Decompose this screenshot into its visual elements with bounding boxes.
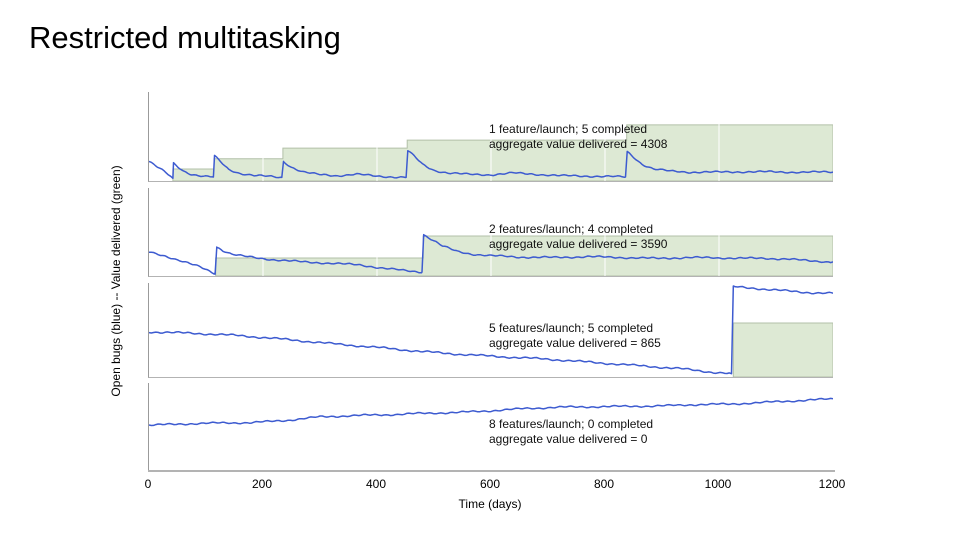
open-bugs-line [149, 149, 833, 180]
x-tick-1200: 1200 [818, 477, 846, 491]
panel-5-features-per-launch: 5 features/launch; 5 completed aggregate… [148, 283, 833, 378]
annotation-line1: 1 feature/launch; 5 completed [489, 122, 648, 136]
annotation-line2: aggregate value delivered = 4308 [489, 137, 668, 151]
panel-1-chart [149, 92, 833, 181]
panel-8-features-per-launch: 8 features/launch; 0 completed aggregate… [148, 383, 833, 471]
x-tick-0: 0 [144, 477, 152, 491]
panel-2-features-per-launch: 2 features/launch; 4 completed aggregate… [148, 188, 833, 277]
x-tick-200: 200 [251, 477, 273, 491]
panel-3-annotation: 5 features/launch; 5 completed aggregate… [489, 321, 661, 351]
page-title: Restricted multitasking [29, 20, 341, 55]
open-bugs-line [149, 397, 833, 427]
x-tick-1000: 1000 [704, 477, 732, 491]
panel-4-chart [149, 383, 833, 471]
x-tick-600: 600 [479, 477, 501, 491]
panel-1-annotation: 1 feature/launch; 5 completed aggregate … [489, 122, 667, 152]
panel-2-annotation: 2 features/launch; 4 completed aggregate… [489, 222, 667, 252]
annotation-line2: aggregate value delivered = 3590 [489, 237, 668, 251]
annotation-line1: 2 features/launch; 4 completed [489, 222, 654, 236]
value-delivered-area [732, 322, 833, 377]
annotation-line2: aggregate value delivered = 865 [489, 336, 661, 350]
panel-1-feature-per-launch: 1 feature/launch; 5 completed aggregate … [148, 92, 833, 182]
annotation-line1: 5 features/launch; 5 completed [489, 321, 654, 335]
x-tick-800: 800 [593, 477, 615, 491]
x-tick-400: 400 [365, 477, 387, 491]
open-bugs-line [149, 285, 833, 375]
annotation-line1: 8 features/launch; 0 completed [489, 417, 654, 431]
annotation-line2: aggregate value delivered = 0 [489, 432, 648, 446]
x-axis-ticks: 0 200 400 600 800 1000 1200 [0, 477, 960, 493]
x-axis-line [148, 470, 835, 472]
panel-2-chart [149, 188, 833, 276]
x-axis-label: Time (days) [458, 497, 522, 511]
panel-3-chart [149, 283, 833, 377]
y-axis-label: Open bugs (blue) -- Value delivered (gre… [109, 165, 123, 397]
panel-4-annotation: 8 features/launch; 0 completed aggregate… [489, 417, 653, 447]
open-bugs-line [149, 233, 833, 275]
